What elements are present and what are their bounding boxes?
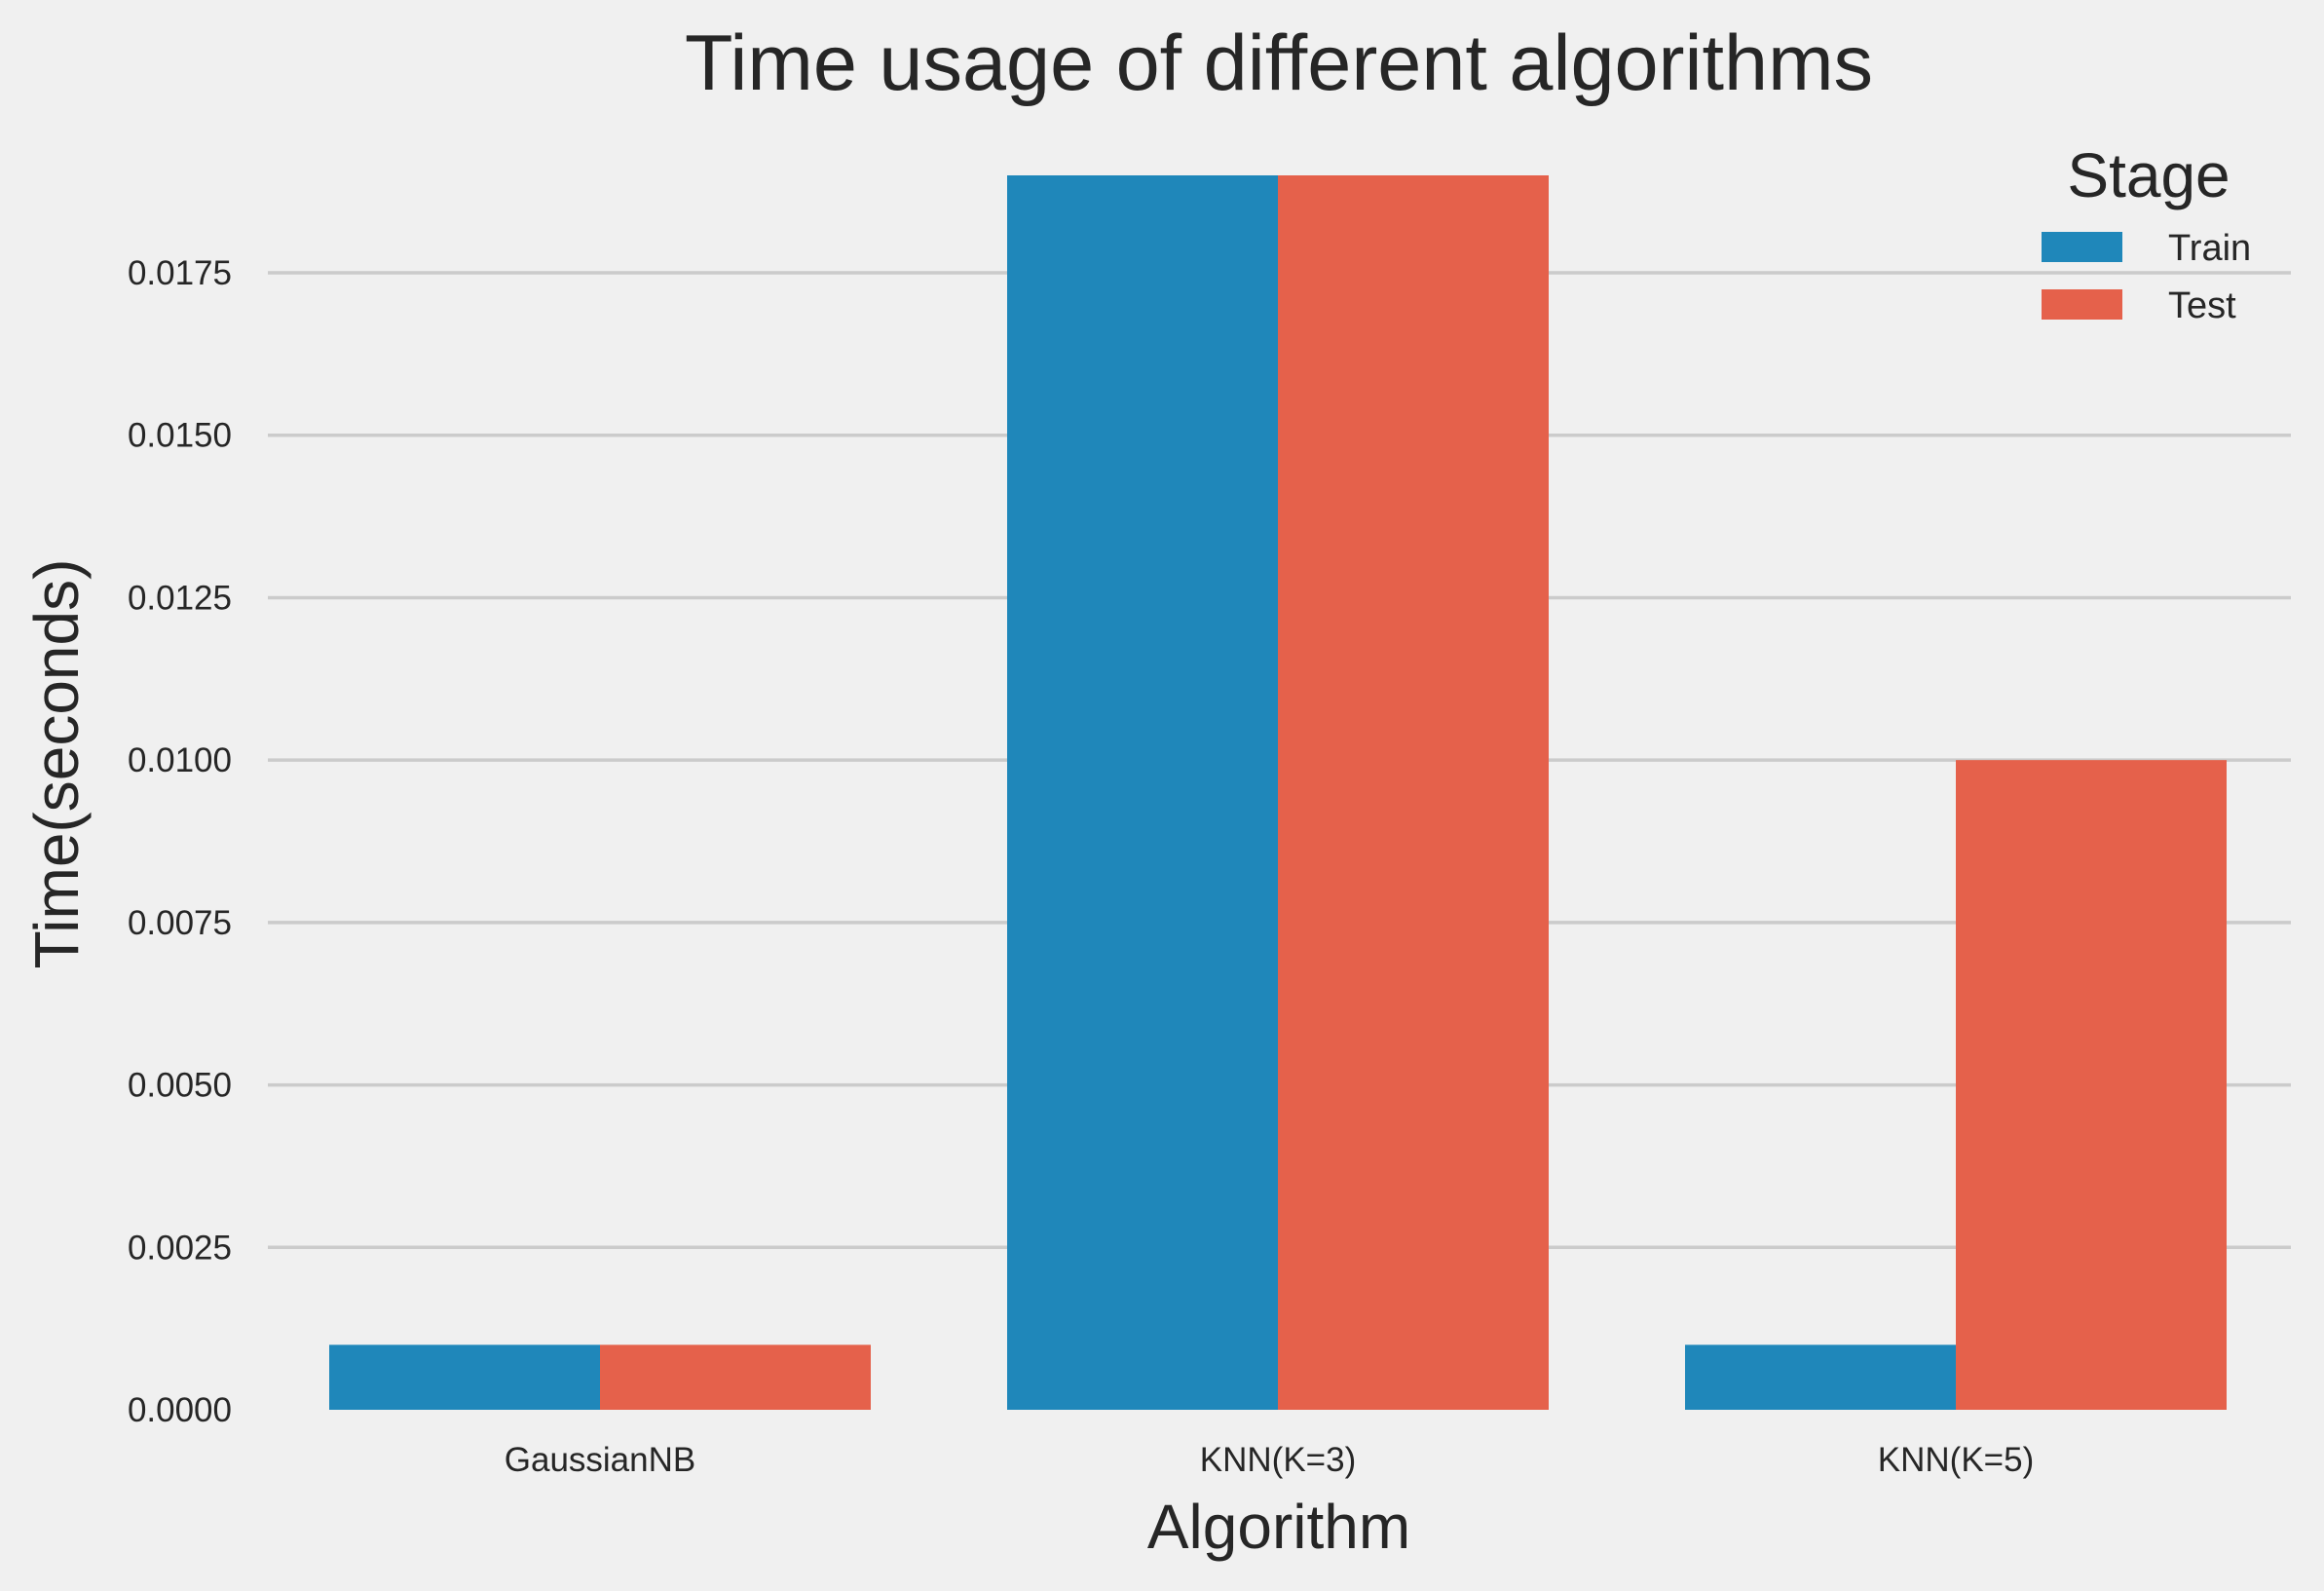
x-tick-label: KNN(K=5): [1878, 1441, 2034, 1479]
bar-train: [329, 1345, 600, 1410]
y-tick-label: 0.0025: [128, 1229, 232, 1267]
legend: Stage Train Test: [2042, 140, 2251, 326]
legend-title: Stage: [2067, 140, 2230, 210]
bar-test: [1956, 760, 2227, 1410]
y-tick-label: 0.0000: [128, 1391, 232, 1429]
chart-title: Time usage of different algorithms: [685, 19, 1873, 107]
legend-swatch-test: [2042, 289, 2122, 320]
legend-items: Train Test: [2042, 228, 2251, 326]
x-tick-labels: GaussianNB KNN(K=3) KNN(K=5): [505, 1441, 2034, 1479]
y-axis-label: Time(seconds): [21, 559, 92, 969]
bar-test: [600, 1345, 871, 1410]
y-tick-label: 0.0050: [128, 1067, 232, 1105]
y-tick-label: 0.0150: [128, 417, 232, 455]
y-tick-label: 0.0100: [128, 741, 232, 779]
y-tick-label: 0.0125: [128, 579, 232, 617]
legend-label-train: Train: [2168, 228, 2251, 269]
legend-label-test: Test: [2168, 285, 2236, 326]
bars: [329, 175, 2227, 1410]
x-tick-label: KNN(K=3): [1200, 1441, 1356, 1479]
y-tick-label: 0.0175: [128, 254, 232, 292]
bar-test: [1278, 175, 1549, 1410]
y-tick-label: 0.0075: [128, 904, 232, 942]
x-tick-label: GaussianNB: [505, 1441, 695, 1479]
x-axis-label: Algorithm: [1147, 1492, 1410, 1562]
y-tick-labels: 0.0000 0.0025 0.0050 0.0075 0.0100 0.0125 0.01…: [128, 254, 232, 1429]
bar-train: [1007, 175, 1278, 1410]
bar-train: [1685, 1345, 1956, 1410]
legend-swatch-train: [2042, 232, 2122, 262]
